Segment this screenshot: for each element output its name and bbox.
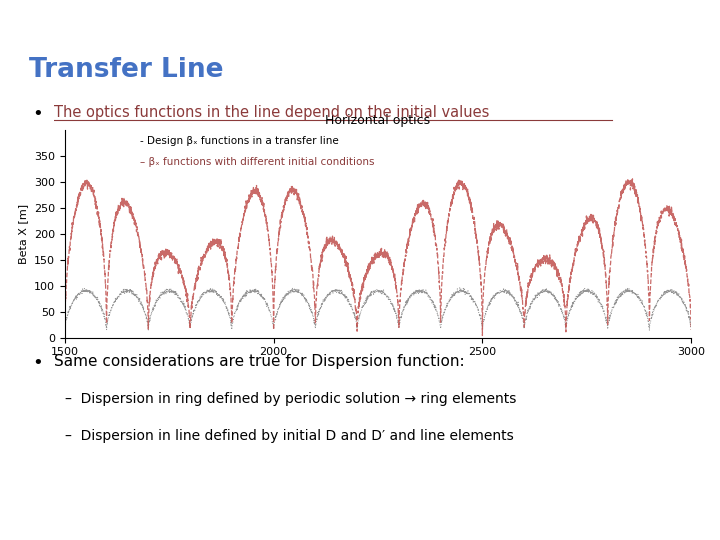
Text: –  Dispersion in line defined by initial D and D′ and line elements: – Dispersion in line defined by initial … — [65, 429, 513, 443]
Text: •: • — [32, 105, 43, 123]
Text: –  Dispersion in ring defined by periodic solution → ring elements: – Dispersion in ring defined by periodic… — [65, 392, 516, 406]
Text: – βₓ functions with different initial conditions: – βₓ functions with different initial co… — [140, 157, 374, 167]
Text: •: • — [32, 354, 43, 372]
Text: The optics functions in the line depend on the initial values: The optics functions in the line depend … — [54, 105, 490, 120]
Text: - Design βₓ functions in a transfer line: - Design βₓ functions in a transfer line — [140, 136, 338, 146]
Text: Transfer Line: Transfer Line — [29, 57, 223, 83]
Text: Same considerations are true for Dispersion function:: Same considerations are true for Dispers… — [54, 354, 464, 369]
Title: Horizontal optics: Horizontal optics — [325, 114, 431, 127]
Y-axis label: Beta X [m]: Beta X [m] — [19, 204, 28, 264]
